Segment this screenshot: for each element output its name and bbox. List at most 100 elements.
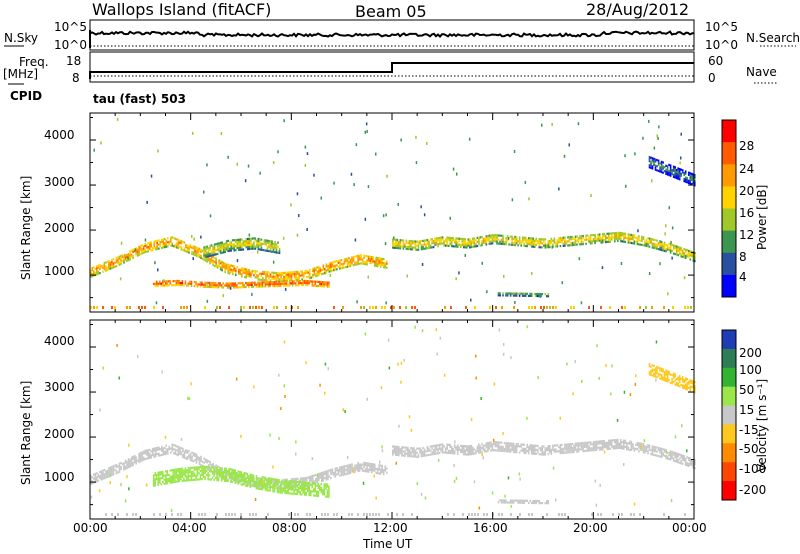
- heatmap-cell: [93, 266, 95, 269]
- heatmap-cell: [235, 245, 237, 248]
- heatmap-cell: [524, 294, 527, 297]
- heatmap-cell: [520, 449, 522, 452]
- heatmap-cell: [220, 477, 223, 480]
- heatmap-cell: [123, 462, 125, 465]
- heatmap-cell: [233, 245, 235, 248]
- heatmap-cell: [247, 268, 249, 271]
- heatmap-cell: [165, 476, 167, 479]
- heatmap-cell: [229, 476, 232, 479]
- heatmap-cell: [337, 470, 340, 473]
- heatmap-cell: [102, 477, 104, 480]
- heatmap-cell: [213, 249, 216, 252]
- heatmap-cell: [455, 448, 457, 451]
- heatmap-cell: [527, 446, 530, 449]
- heatmap-cell: [153, 453, 155, 456]
- heatmap-cell: [198, 513, 200, 516]
- heatmap-cell: [200, 248, 202, 251]
- heatmap-cell: [206, 253, 208, 256]
- heatmap-cell: [609, 443, 611, 446]
- heatmap-cell: [588, 240, 590, 243]
- heatmap-cell: [547, 449, 550, 452]
- heatmap-cell: [565, 451, 568, 454]
- heatmap-cell: [308, 280, 310, 283]
- heatmap-cell: [299, 477, 302, 480]
- heatmap-cell: [476, 447, 479, 450]
- heatmap-cell: [468, 513, 470, 516]
- heatmap-cell: [217, 477, 220, 480]
- heatmap-cell: [203, 461, 205, 464]
- heatmap-cell: [378, 513, 380, 516]
- heatmap-cell: [533, 446, 536, 449]
- heatmap-cell: [533, 239, 536, 242]
- heatmap-cell: [165, 452, 168, 455]
- heatmap-cell: [478, 240, 480, 243]
- heatmap-cell: [523, 244, 525, 247]
- heatmap-cell: [530, 444, 533, 447]
- heatmap-cell: [666, 455, 669, 458]
- heatmap-cell: [666, 451, 668, 455]
- heatmap-cell: [657, 455, 660, 458]
- heatmap-cell: [176, 453, 178, 456]
- heatmap-cell: [296, 490, 298, 494]
- freq-line: [89, 62, 694, 79]
- heatmap-cell: [336, 473, 338, 476]
- heatmap-cell: [441, 447, 444, 450]
- heatmap-cell: [398, 454, 400, 457]
- heatmap-cell: [375, 496, 377, 500]
- heatmap-cell: [156, 448, 158, 451]
- heatmap-cell: [323, 283, 326, 286]
- heatmap-cell: [155, 282, 158, 285]
- heatmap-cell: [352, 469, 355, 472]
- heatmap-cell: [499, 499, 501, 502]
- heatmap-cell: [393, 447, 396, 450]
- heatmap-cell: [120, 262, 122, 266]
- heatmap-cell: [372, 465, 374, 468]
- heatmap-cell: [402, 239, 405, 242]
- heatmap-cell: [405, 247, 408, 250]
- heatmap-cell: [627, 239, 630, 242]
- heatmap-cell: [136, 459, 139, 462]
- heatmap-cell: [184, 469, 187, 472]
- heatmap-cell: [231, 282, 233, 285]
- heatmap-cell: [601, 241, 604, 244]
- heatmap-cell: [268, 246, 270, 249]
- heatmap-cell: [407, 241, 409, 244]
- heatmap-cell: [620, 262, 623, 265]
- heatmap-cell: [500, 234, 503, 237]
- heatmap-cell: [167, 237, 169, 240]
- nave-label: Nave: [746, 65, 777, 79]
- heatmap-cell: [179, 241, 181, 244]
- heatmap-cell: [241, 267, 243, 270]
- heatmap-cell: [686, 388, 688, 391]
- heatmap-cell: [469, 238, 471, 241]
- heatmap-cell: [644, 244, 646, 247]
- heatmap-cell: [105, 474, 107, 477]
- heatmap-cell: [316, 280, 318, 283]
- heatmap-cell: [262, 242, 264, 246]
- heatmap-cell: [515, 242, 518, 245]
- heatmap-cell: [564, 244, 566, 247]
- heatmap-cell: [665, 244, 667, 247]
- heatmap-cell: [245, 478, 247, 481]
- heatmap-cell: [458, 243, 460, 246]
- heatmap-cell: [231, 271, 234, 274]
- heatmap-cell: [212, 263, 214, 267]
- heatmap-cell: [262, 481, 264, 485]
- heatmap-cell: [340, 472, 343, 475]
- heatmap-cell: [305, 282, 307, 285]
- heatmap-cell: [570, 306, 572, 309]
- heatmap-cell: [535, 499, 537, 503]
- heatmap-cell: [93, 473, 95, 476]
- heatmap-cell: [413, 242, 415, 245]
- heatmap-cell: [159, 471, 161, 474]
- heatmap-cell: [363, 461, 365, 464]
- heatmap-cell: [245, 272, 248, 275]
- heatmap-cell: [237, 482, 240, 485]
- heatmap-cell: [115, 472, 118, 475]
- heatmap-cell: [506, 292, 509, 295]
- heatmap-cell: [195, 474, 197, 477]
- heatmap-cell: [417, 244, 420, 247]
- heatmap-cell: [224, 242, 226, 245]
- heatmap-cell: [303, 491, 306, 494]
- heatmap-cell: [331, 470, 334, 473]
